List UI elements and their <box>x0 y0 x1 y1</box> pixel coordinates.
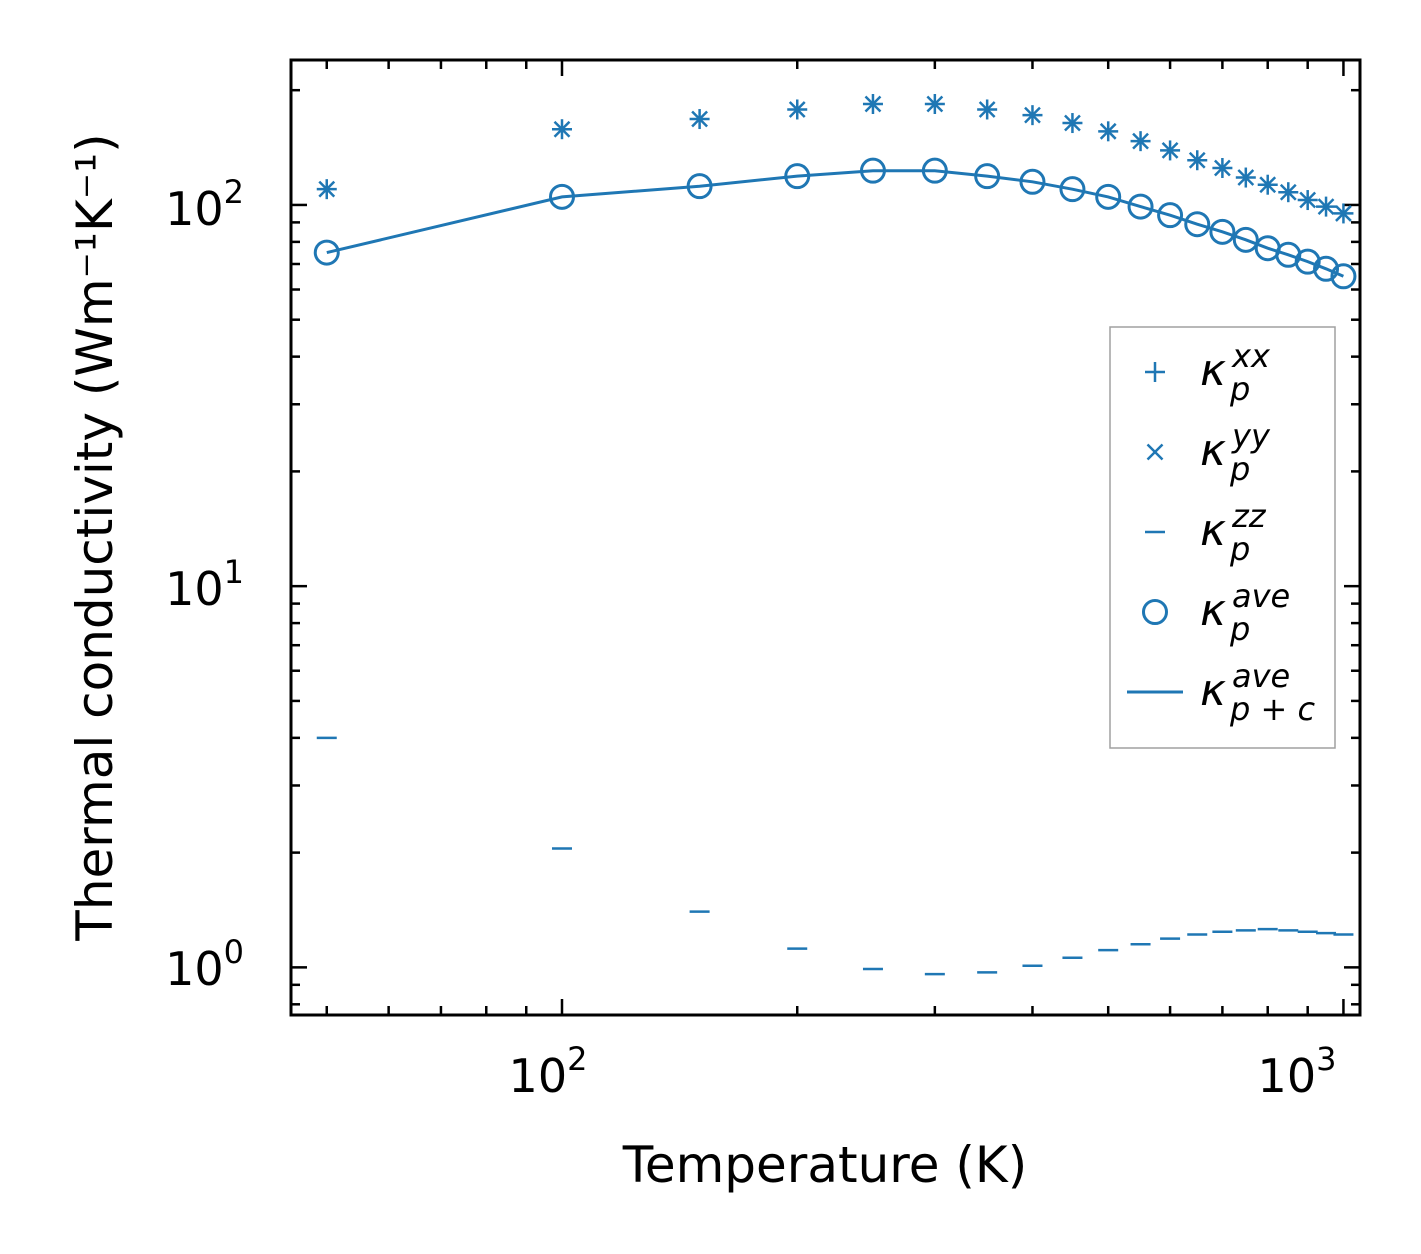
point-kappa_p_yy <box>553 120 571 138</box>
legend-label-sup: ave <box>1232 577 1290 615</box>
series-line-kappa_pc_ave <box>326 169 1344 278</box>
point-kappa_p_yy-stroke <box>1317 198 1335 215</box>
legend-symbol-plus <box>1145 362 1165 382</box>
point-kappa_p_ave <box>1209 218 1236 245</box>
point-kappa_p_yy-stroke <box>1335 205 1352 222</box>
legend-entry-yy: κ yy p <box>1200 417 1271 488</box>
point-kappa_p_yy-stroke <box>1237 169 1255 186</box>
x-tick-label: 103 <box>1258 1040 1337 1103</box>
point-kappa_p_yy-stroke <box>1064 114 1081 132</box>
point-kappa_p_yy <box>1335 205 1352 222</box>
point-kappa_p_ave <box>1095 183 1122 210</box>
point-kappa_p_ave <box>1157 202 1184 229</box>
point-kappa_p_yy <box>788 101 806 118</box>
legend-label-sub: p <box>1229 530 1250 568</box>
major-ticks <box>291 60 1360 1015</box>
point-kappa_p_ave <box>1127 193 1154 220</box>
point-kappa_p_yy-stroke <box>1299 191 1317 209</box>
legend-label: κ <box>1200 345 1226 396</box>
legend-entry-pc-ave: κ ave p + c <box>1200 657 1315 728</box>
point-kappa_p_yy-stroke <box>1279 183 1297 201</box>
legend-symbol-circle <box>1142 599 1168 625</box>
point-kappa_p_yy <box>1237 169 1255 186</box>
legend: κ xx p κ yy p κ zz p κ ave p κ ave p + c <box>1109 326 1336 749</box>
legend-label: κ <box>1200 505 1226 556</box>
point-kappa_p_yy-stroke <box>553 120 571 138</box>
legend-label-sub: p <box>1229 450 1250 488</box>
y-tick-label: 101 <box>165 553 244 616</box>
point-kappa_p_yy-stroke <box>691 110 708 128</box>
point-kappa_p_yy <box>926 95 944 113</box>
legend-entry-zz: κ zz p <box>1200 497 1267 568</box>
legend-entry-xx: κ xx p <box>1200 337 1271 408</box>
point-kappa_p_yy-stroke <box>1161 142 1179 159</box>
series-kappa_p_zz <box>316 736 1354 976</box>
point-kappa_p_yy <box>1024 106 1041 124</box>
point-kappa_p_yy <box>1259 176 1277 194</box>
x-tick-label: 102 <box>509 1040 588 1103</box>
legend-label: κ <box>1200 665 1226 716</box>
legend-label: κ <box>1200 425 1226 476</box>
y-tick-label: 100 <box>165 933 244 996</box>
point-kappa_p_yy-stroke <box>1132 132 1149 150</box>
point-kappa_p_yy-stroke <box>926 95 944 113</box>
point-kappa_p_ave <box>313 239 340 266</box>
point-kappa_p_ave <box>1294 248 1321 275</box>
point-kappa_p_yy <box>1299 191 1317 209</box>
legend-label-sub: p <box>1229 610 1250 648</box>
point-kappa_p_yy <box>1161 142 1179 159</box>
point-kappa_p_yy-stroke <box>1099 122 1117 140</box>
point-kappa_p_ave <box>1232 226 1259 253</box>
point-kappa_p_yy <box>1317 198 1335 215</box>
y-axis-title: Thermal conductivity (Wm⁻¹K⁻¹) <box>66 133 124 941</box>
point-kappa_p_yy <box>1188 151 1206 169</box>
point-kappa_p_yy <box>691 110 708 128</box>
point-kappa_p_ave <box>1330 263 1357 290</box>
point-kappa_p_yy <box>1214 159 1231 177</box>
legend-label-sup: zz <box>1231 497 1267 535</box>
point-kappa_p_yy <box>1064 114 1081 132</box>
series-kappa_p_yy <box>318 95 1352 222</box>
legend-label-sup: ave <box>1232 657 1290 695</box>
point-kappa_p_yy <box>864 95 882 113</box>
legend-label-sub: p + c <box>1229 690 1315 728</box>
point-kappa_p_yy <box>1279 183 1297 201</box>
point-kappa_p_yy-stroke <box>1259 176 1277 194</box>
legend-label-sup: yy <box>1231 417 1271 455</box>
point-kappa_p_yy <box>978 101 996 118</box>
point-kappa_p_yy-stroke <box>978 101 996 118</box>
plot-frame <box>289 58 1362 1017</box>
legend-symbol-x <box>1146 443 1164 461</box>
legend-symbol-x-stroke <box>1146 443 1164 461</box>
point-kappa_p_yy <box>1132 132 1149 150</box>
legend-label-sup: xx <box>1231 337 1271 375</box>
point-kappa_p_yy-stroke <box>1024 106 1041 124</box>
point-kappa_p_yy <box>1099 122 1117 140</box>
legend-symbols <box>1127 362 1183 694</box>
point-kappa_p_yy-stroke <box>788 101 806 118</box>
series-kappa_pc_ave <box>326 169 1344 278</box>
y-tick-label: 102 <box>165 173 244 236</box>
legend-label-sub: p <box>1229 370 1250 408</box>
legend-entry-ave: κ ave p <box>1200 577 1290 648</box>
legend-label: κ <box>1200 585 1226 636</box>
point-kappa_p_yy-stroke <box>1214 159 1231 177</box>
point-kappa_p_ave <box>1313 255 1340 282</box>
point-kappa_p_ave <box>1184 211 1211 238</box>
legend-frame <box>1109 326 1336 749</box>
point-kappa_p_yy-stroke <box>864 95 882 113</box>
data-marks <box>313 93 1357 976</box>
point-kappa_p_yy-stroke <box>318 180 336 198</box>
point-kappa_p_ave <box>1059 176 1086 203</box>
point-kappa_p_yy-stroke <box>1188 151 1206 169</box>
point-kappa_p_yy <box>318 180 336 198</box>
x-axis-title: Temperature (K) <box>622 1136 1027 1194</box>
